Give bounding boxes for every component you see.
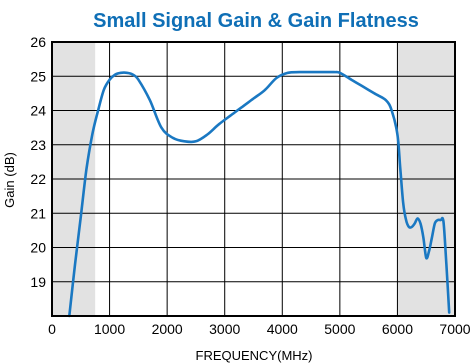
- gridlines: [52, 42, 455, 316]
- x-tick-label: 4000: [267, 321, 298, 337]
- y-tick-label: 24: [30, 103, 46, 119]
- y-tick-label: 25: [30, 68, 46, 84]
- x-axis-label: FREQUENCY(MHz): [196, 348, 313, 363]
- gain-line-0: [68, 70, 451, 318]
- x-tick-label: 6000: [382, 321, 413, 337]
- chart-title: Small Signal Gain & Gain Flatness: [93, 10, 419, 32]
- y-tick-label: 19: [30, 274, 46, 290]
- y-tick-label: 22: [30, 171, 46, 187]
- y-axis-label: Gain (dB): [2, 152, 17, 208]
- y-tick-label: 26: [30, 34, 46, 50]
- x-tick-label: 1000: [94, 321, 125, 337]
- x-tick-label: 3000: [209, 321, 240, 337]
- plot-frame: [51, 41, 456, 317]
- x-tick-label: 0: [48, 321, 56, 337]
- x-tick-label: 7000: [439, 321, 470, 337]
- x-tick-label: 5000: [324, 321, 355, 337]
- gain-series: [68, 70, 451, 318]
- y-tick-label: 21: [30, 205, 46, 221]
- y-tick-label: 23: [30, 137, 46, 153]
- y-tick-label: 20: [30, 240, 46, 256]
- x-tick-label: 2000: [152, 321, 183, 337]
- tick-labels: 0 1000 2000 3000 4000 5000 6000 7000 19 20 21 22 23 2…: [30, 34, 470, 337]
